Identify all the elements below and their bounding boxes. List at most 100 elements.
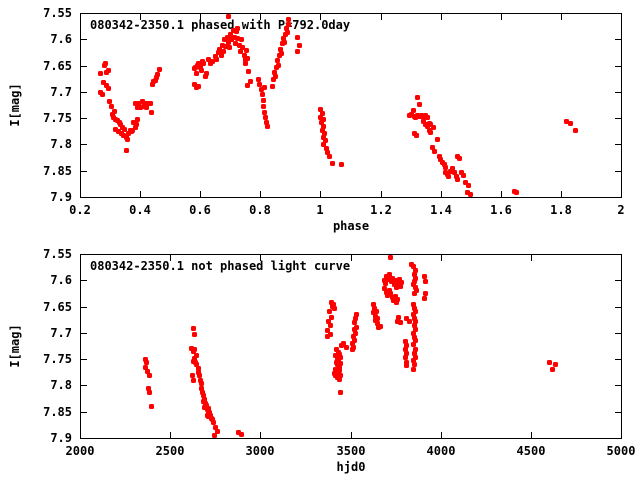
- data-point: [225, 35, 230, 40]
- data-point: [413, 276, 418, 281]
- data-point: [190, 373, 195, 378]
- data-point: [286, 17, 291, 22]
- data-point: [330, 161, 335, 166]
- x-tick-mark: [621, 14, 622, 20]
- x-tick-mark: [80, 255, 81, 261]
- data-point: [113, 127, 118, 132]
- data-point: [413, 347, 418, 352]
- data-point: [245, 56, 250, 61]
- data-point: [321, 117, 326, 122]
- x-tick-mark: [441, 14, 442, 20]
- data-point: [335, 362, 340, 367]
- data-point: [149, 404, 154, 409]
- data-point: [553, 362, 558, 367]
- x-tick-mark: [531, 255, 532, 261]
- y-tick-label: 7.75: [43, 352, 72, 366]
- y-tick-mark: [615, 412, 621, 413]
- y-tick-label: 7.55: [43, 247, 72, 261]
- data-point: [411, 367, 416, 372]
- data-point: [264, 120, 269, 125]
- y-tick-mark: [615, 280, 621, 281]
- data-point: [281, 36, 286, 41]
- data-point: [204, 71, 209, 76]
- data-point: [354, 312, 359, 317]
- data-point: [237, 43, 242, 48]
- data-point: [191, 326, 196, 331]
- data-point: [371, 302, 376, 307]
- x-tick-mark: [621, 191, 622, 197]
- data-point: [413, 355, 418, 360]
- x-tick-label: 4000: [426, 444, 456, 458]
- x-tick-label: 0.2: [69, 203, 91, 217]
- data-point: [284, 26, 289, 31]
- data-point: [411, 282, 416, 287]
- data-point: [403, 355, 408, 360]
- data-point: [397, 277, 402, 282]
- unphased-plot-box: 080342-2350.1 not phased light curve: [80, 254, 622, 439]
- data-point: [143, 101, 148, 106]
- data-point: [341, 341, 346, 346]
- data-point: [413, 309, 418, 314]
- data-point: [404, 351, 409, 356]
- y-tick-label: 7.7: [50, 85, 72, 99]
- y-tick-label: 7.9: [50, 431, 72, 445]
- data-point: [391, 298, 396, 303]
- data-point: [412, 316, 417, 321]
- y-tick-mark: [81, 92, 87, 93]
- data-point: [229, 37, 234, 42]
- x-tick-mark: [260, 191, 261, 197]
- y-tick-label: 7.6: [50, 273, 72, 287]
- y-tick-label: 7.8: [50, 137, 72, 151]
- data-point: [134, 122, 139, 127]
- data-point: [573, 128, 578, 133]
- data-point: [329, 315, 334, 320]
- data-point: [412, 335, 417, 340]
- data-point: [388, 255, 393, 260]
- data-point: [337, 352, 342, 357]
- y-tick-mark: [615, 144, 621, 145]
- data-point: [234, 29, 239, 34]
- data-point: [435, 137, 440, 142]
- data-point: [430, 145, 435, 150]
- data-point: [450, 166, 455, 171]
- y-tick-mark: [81, 144, 87, 145]
- data-point: [256, 77, 261, 82]
- data-point: [387, 288, 392, 293]
- x-tick-label: 5000: [606, 444, 636, 458]
- data-point: [297, 43, 302, 48]
- data-point: [332, 306, 337, 311]
- data-point: [350, 341, 355, 346]
- x-tick-mark: [351, 255, 352, 261]
- data-point: [201, 393, 206, 398]
- data-point: [244, 48, 249, 53]
- data-point: [259, 87, 264, 92]
- data-point: [455, 177, 460, 182]
- data-point: [100, 92, 105, 97]
- data-point: [432, 149, 437, 154]
- data-point: [353, 316, 358, 321]
- data-point: [208, 413, 213, 418]
- data-point: [320, 128, 325, 133]
- data-point: [261, 98, 266, 103]
- data-point: [118, 122, 123, 127]
- data-point: [199, 381, 204, 386]
- data-point: [337, 368, 342, 373]
- data-point: [413, 268, 418, 273]
- data-point: [211, 420, 216, 425]
- data-point: [213, 54, 218, 59]
- data-point: [411, 264, 416, 269]
- y-tick-mark: [615, 92, 621, 93]
- x-tick-mark: [140, 14, 141, 20]
- data-point: [404, 363, 409, 368]
- data-point: [465, 190, 470, 195]
- data-point: [452, 170, 457, 175]
- data-point: [214, 57, 219, 62]
- data-point: [387, 272, 392, 277]
- data-point: [437, 154, 442, 159]
- data-point: [412, 306, 417, 311]
- data-point: [265, 124, 270, 129]
- data-point: [375, 316, 380, 321]
- x-tick-mark: [140, 191, 141, 197]
- data-point: [390, 276, 395, 281]
- data-point: [385, 277, 390, 282]
